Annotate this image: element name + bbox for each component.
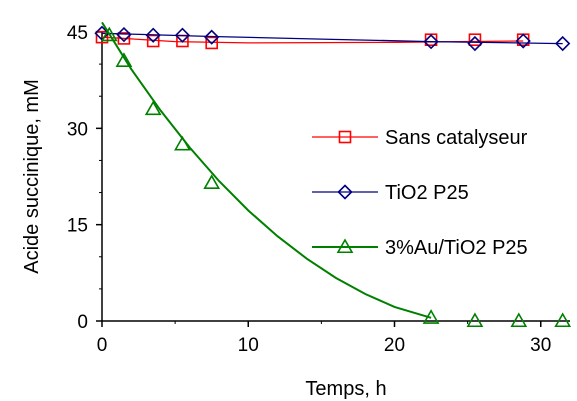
data-point-tio2-p25 bbox=[555, 35, 571, 52]
x-tick-label: 30 bbox=[530, 335, 551, 356]
series-line-3-au-tio2-p25 bbox=[101, 21, 432, 319]
data-point-sans-catalyseur bbox=[117, 32, 131, 45]
y-tick-label: 0 bbox=[77, 312, 88, 333]
data-point-3-au-tio2-p25 bbox=[174, 135, 191, 151]
data-point-3-au-tio2-p25 bbox=[554, 312, 572, 328]
legend-item-tio2-p25: TiO2 P25 bbox=[312, 182, 469, 204]
series-layer bbox=[94, 21, 572, 328]
data-point-3-au-tio2-p25 bbox=[100, 26, 118, 42]
x-tick-label: 10 bbox=[238, 335, 259, 356]
y-tick-label: 45 bbox=[67, 23, 88, 44]
y-axis-title: Acide succinique, mM bbox=[21, 79, 43, 274]
data-point-sans-catalyseur bbox=[146, 34, 160, 48]
axes bbox=[101, 32, 570, 322]
legend-marker-tio2-p25 bbox=[337, 184, 353, 200]
legend-label-tio2-p25: TiO2 P25 bbox=[385, 182, 469, 204]
x-tick-label: 20 bbox=[384, 335, 405, 356]
series-sans-catalyseur bbox=[95, 30, 530, 50]
data-point-3-au-tio2-p25 bbox=[203, 174, 221, 189]
data-point-tio2-p25 bbox=[204, 29, 220, 45]
data-point-sans-catalyseur bbox=[205, 36, 218, 50]
data-point-sans-catalyseur bbox=[468, 33, 482, 47]
data-point-3-au-tio2-p25 bbox=[144, 100, 162, 116]
legend-label-sans-catalyseur: Sans catalyseur bbox=[385, 127, 528, 149]
data-point-tio2-p25 bbox=[423, 34, 439, 50]
y-tick-label: 15 bbox=[67, 216, 88, 237]
legend-marker-sans-catalyseur bbox=[338, 130, 352, 144]
data-point-3-au-tio2-p25 bbox=[466, 312, 484, 328]
legend-item-3-au-tio2-p25: 3%Au/TiO2 P25 bbox=[312, 237, 528, 259]
x-tick-label: 0 bbox=[97, 335, 108, 356]
data-point-3-au-tio2-p25 bbox=[422, 309, 440, 324]
data-point-sans-catalyseur bbox=[95, 30, 109, 44]
ticks: 0 15 30 45 0 10 20 30 bbox=[67, 23, 551, 356]
legend-label-3-au-tio2-p25: 3%Au/TiO2 P25 bbox=[385, 237, 528, 259]
y-tick-label: 30 bbox=[67, 119, 88, 140]
data-point-3-au-tio2-p25 bbox=[115, 52, 133, 67]
legend: Sans catalyseur TiO2 P25 3%Au/TiO2 P25 bbox=[312, 127, 528, 259]
series-3-au-tio2-p25 bbox=[100, 21, 572, 328]
data-point-tio2-p25 bbox=[116, 26, 132, 43]
data-point-tio2-p25 bbox=[467, 35, 483, 52]
data-point-tio2-p25 bbox=[174, 27, 191, 43]
x-axis-title: Temps, h bbox=[305, 378, 386, 400]
series-tio2-p25 bbox=[94, 25, 571, 52]
data-point-3-au-tio2-p25 bbox=[510, 312, 528, 328]
legend-item-sans-catalyseur: Sans catalyseur bbox=[312, 127, 528, 149]
data-point-tio2-p25 bbox=[515, 33, 531, 49]
data-point-tio2-p25 bbox=[145, 27, 161, 43]
legend-marker-3-au-tio2-p25 bbox=[336, 238, 354, 254]
